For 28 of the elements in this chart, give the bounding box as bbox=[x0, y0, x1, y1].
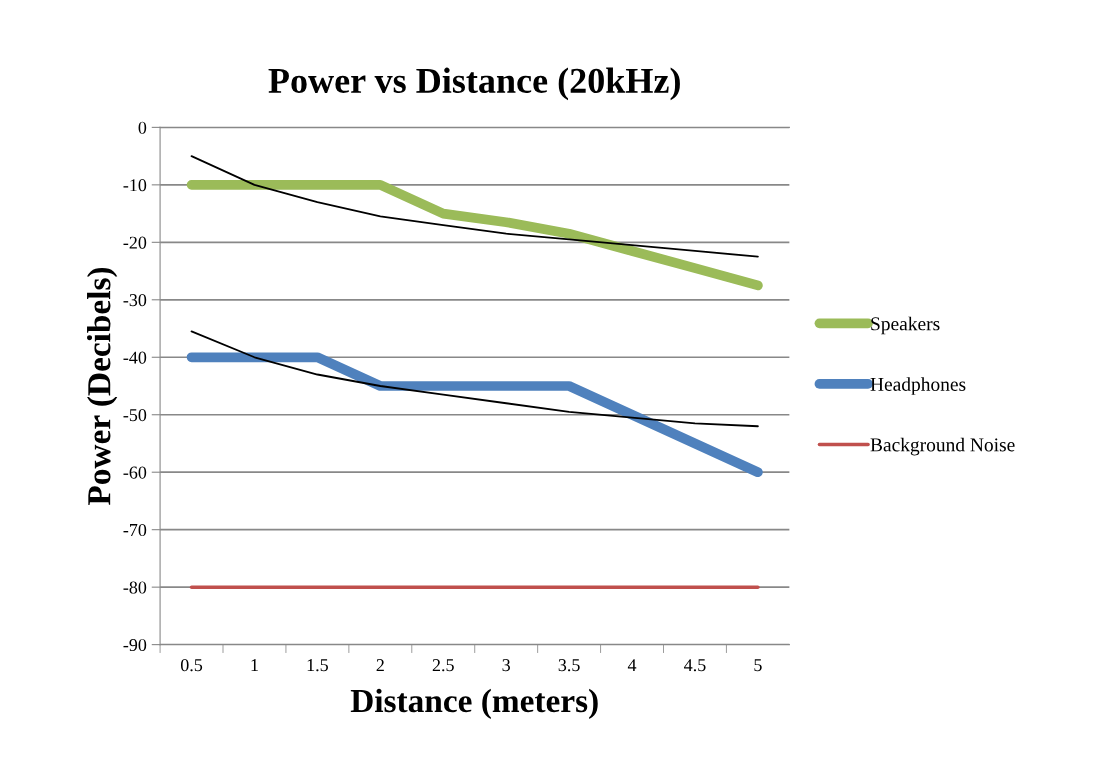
legend-label: Headphones bbox=[870, 377, 966, 395]
x-tick-label: 4.5 bbox=[684, 659, 706, 672]
y-tick-label: -80 bbox=[123, 581, 147, 594]
y-tick-label: -40 bbox=[123, 351, 147, 364]
legend-label: Speakers bbox=[871, 316, 940, 335]
line-series bbox=[190, 155, 759, 258]
x-tick-label: 2 bbox=[376, 659, 384, 672]
y-tick-label: -10 bbox=[123, 179, 147, 192]
x-tick-label: 3.5 bbox=[558, 659, 580, 672]
y-tick-label: -90 bbox=[123, 638, 147, 652]
x-tick-label: 0.5 bbox=[180, 659, 203, 672]
x-tick-label: 3 bbox=[502, 659, 510, 672]
y-tick-label: -50 bbox=[123, 408, 147, 422]
x-tick-label: 2.5 bbox=[432, 659, 454, 672]
x-tick-label: 1 bbox=[251, 659, 258, 672]
y-axis-title: Power (Decibels) bbox=[87, 267, 118, 505]
x-axis-title: Distance (meters) bbox=[350, 688, 598, 719]
y-tick-label: -30 bbox=[123, 294, 147, 307]
x-tick-label: 5 bbox=[754, 659, 762, 672]
legend-label: Background Noise bbox=[870, 437, 1015, 456]
chart-title: Power vs Distance (20kHz) bbox=[268, 67, 680, 101]
y-tick-label: -60 bbox=[123, 466, 147, 479]
y-tick-label: -70 bbox=[123, 523, 147, 537]
y-tick-label: -20 bbox=[123, 236, 147, 249]
x-tick-label: 4 bbox=[627, 659, 637, 672]
line-series bbox=[190, 330, 759, 428]
y-tick-label: 0 bbox=[138, 121, 147, 134]
x-tick-label: 1.5 bbox=[307, 659, 328, 672]
